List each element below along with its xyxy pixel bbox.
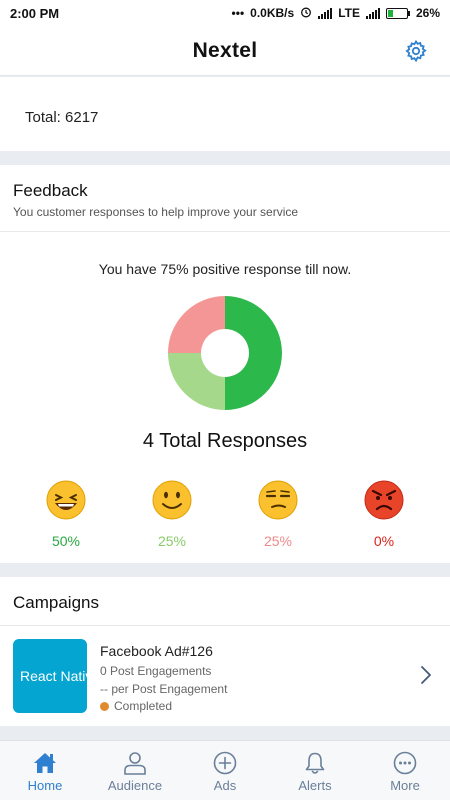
tab-label: Home	[27, 778, 63, 793]
angry-face-icon	[364, 480, 404, 520]
tab-label: Audience	[107, 778, 163, 793]
campaign-engagements: 0 Post Engagements	[100, 664, 212, 678]
rating-percent: 25%	[263, 533, 293, 549]
bell-icon	[305, 752, 325, 774]
rating-percent: 0%	[373, 533, 395, 549]
response-donut-chart	[168, 296, 282, 410]
feedback-title: Feedback	[13, 181, 88, 200]
donut-slice-0	[225, 296, 282, 410]
plus-circle-icon	[213, 751, 237, 775]
status-dot	[100, 701, 109, 711]
unamused-face-icon	[258, 480, 298, 520]
divider	[0, 231, 450, 232]
divider	[0, 625, 450, 626]
rating-percent: 25%	[157, 533, 187, 549]
tab-ads[interactable]: Ads	[180, 741, 270, 800]
page-title: Nextel	[192, 38, 258, 62]
rating-laughing: 50%	[36, 479, 96, 549]
status-speed: 0.0KB/s	[250, 6, 295, 20]
total-label: Total: 6217	[25, 109, 99, 126]
positive-response-text: You have 75% positive response till now.	[98, 261, 352, 277]
status-battery: 26%	[415, 6, 440, 20]
signal-icon	[318, 7, 333, 19]
donut-slice-1	[168, 353, 225, 410]
rating-percent: 50%	[51, 533, 81, 549]
chevron-right-icon	[421, 666, 431, 684]
settings-button[interactable]	[402, 37, 430, 65]
tab-label: Ads	[213, 778, 237, 793]
battery-icon	[385, 7, 410, 19]
tab-alerts[interactable]: Alerts	[270, 741, 360, 800]
bottom-tab-bar: Home Audience Ads Alerts More	[0, 740, 450, 800]
status-time: 2:00 PM	[10, 5, 60, 21]
campaign-per-engagement: -- per Post Engagement	[100, 682, 228, 696]
campaigns-title: Campaigns	[13, 593, 99, 612]
laughing-face-icon	[46, 480, 86, 520]
status-network: LTE	[338, 6, 360, 20]
summary-card: Total: 6217	[0, 77, 450, 151]
home-icon	[34, 753, 56, 773]
more-circle-icon	[393, 751, 417, 775]
campaign-name: Facebook Ad#126	[100, 643, 213, 659]
tab-label: More	[390, 778, 420, 793]
campaigns-card: Campaigns React Native Facebook Ad#126 0…	[0, 577, 450, 726]
rating-angry: 0%	[354, 479, 414, 549]
gear-icon	[405, 39, 427, 63]
total-responses: 4 Total Responses	[142, 430, 308, 452]
campaign-status-label: Completed	[114, 699, 173, 713]
app-header: Nextel	[0, 26, 450, 76]
status-bar: 2:00 PM ••• 0.0KB/s LTE 26%	[0, 0, 450, 26]
status-dots: •••	[231, 6, 245, 20]
campaign-status: Completed	[100, 699, 172, 713]
campaign-item[interactable]: React Native Facebook Ad#126 0 Post Enga…	[0, 626, 450, 726]
feedback-card: Feedback You customer responses to help …	[0, 165, 450, 563]
signal-icon-2	[365, 7, 380, 19]
smiling-face-icon	[152, 480, 192, 520]
rating-smiling: 25%	[142, 479, 202, 549]
tab-more[interactable]: More	[360, 741, 450, 800]
donut-slice-2	[168, 296, 225, 353]
person-icon	[124, 752, 146, 775]
feedback-subtitle: You customer responses to help improve y…	[13, 205, 299, 219]
rating-unamused: 25%	[248, 479, 308, 549]
status-indicators: ••• 0.0KB/s LTE 26%	[232, 6, 440, 21]
alarm-icon	[300, 6, 312, 21]
tab-label: Alerts	[298, 778, 332, 793]
tab-home[interactable]: Home	[0, 741, 90, 800]
campaign-thumbnail: React Native	[13, 639, 87, 713]
tab-audience[interactable]: Audience	[90, 741, 180, 800]
